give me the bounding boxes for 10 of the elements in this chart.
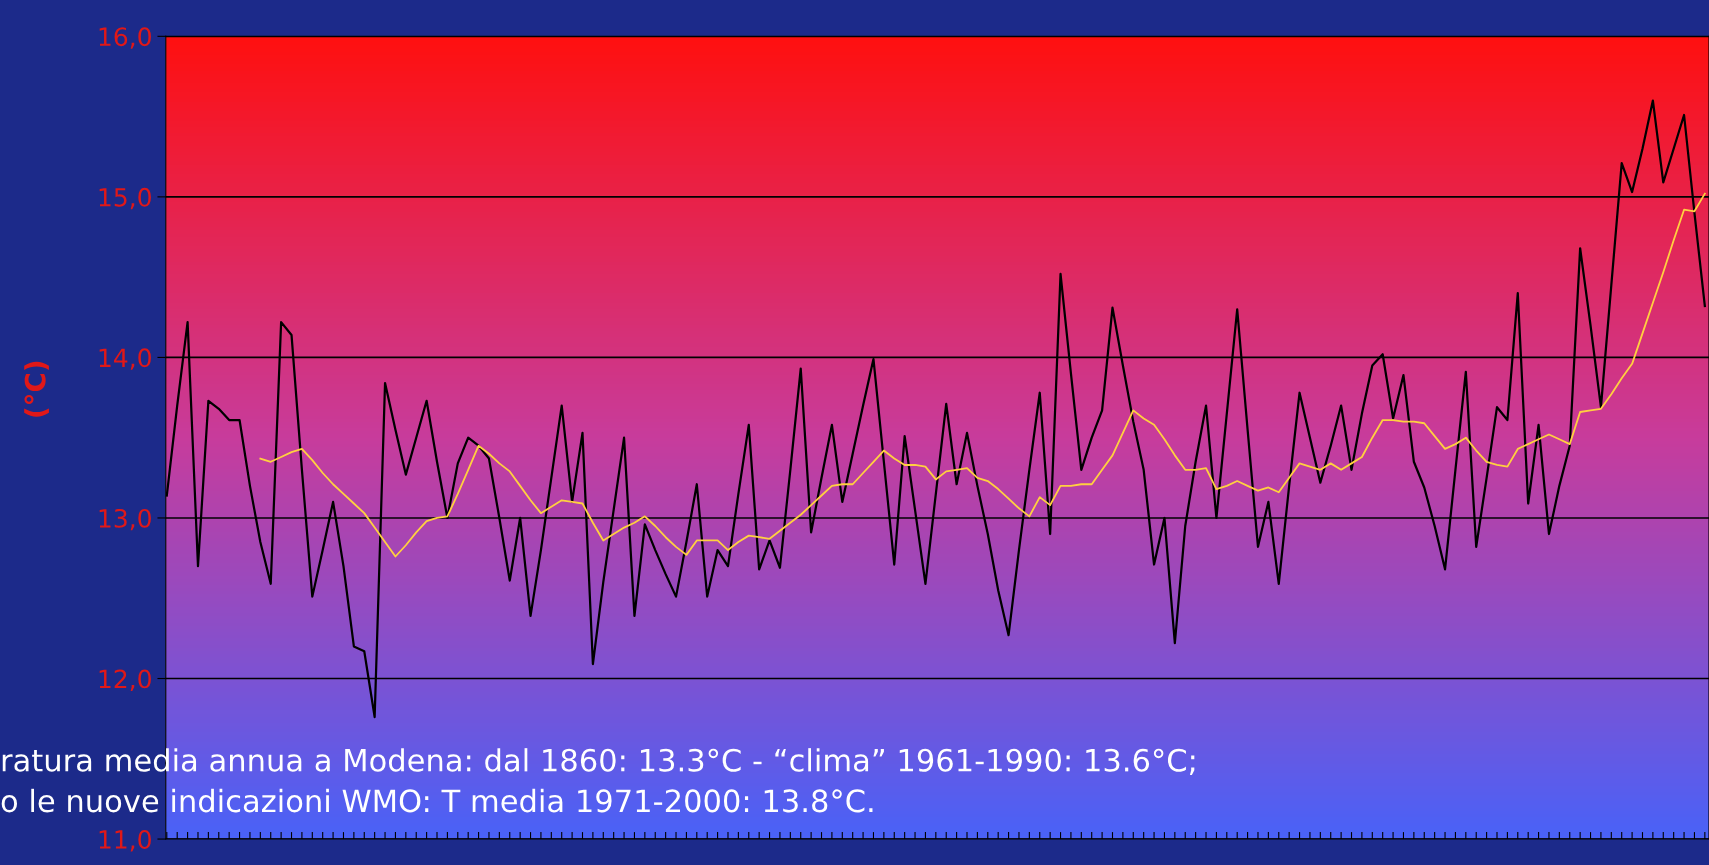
y-tick-label: 11,0 [99, 829, 151, 852]
y-tick-label: 13,0 [99, 508, 151, 531]
y-tick-label: 15,0 [99, 187, 151, 210]
y-tick-label: 14,0 [99, 348, 151, 370]
y-tick-label: 12,0 [99, 669, 151, 691]
annotation: o le nuove indicazioni WMO: T media 1971-2000: 13.8°C. [1, 788, 873, 813]
line-series [259, 192, 1706, 558]
y-axis-title: (°C) [24, 361, 49, 417]
annotation: ratura media annua a Modena: dal 1860: 13.3°C - “clima” 1961-1990: 13.6°C; [2, 748, 1195, 775]
y-tick-label: 16,0 [99, 27, 151, 49]
